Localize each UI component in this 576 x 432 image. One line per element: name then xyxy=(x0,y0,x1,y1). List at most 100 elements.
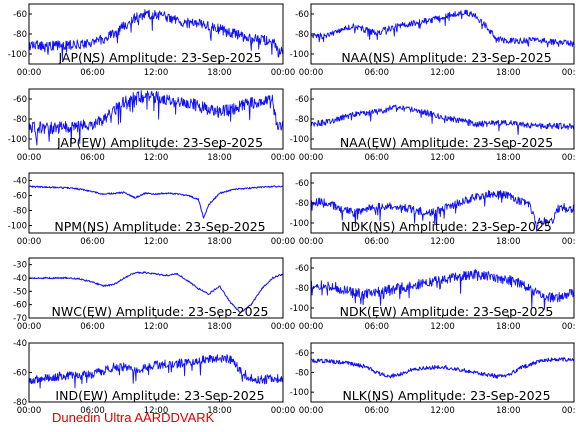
series-trace xyxy=(28,354,284,389)
panel-title: NWC(EW) Amplitude: 23-Sep-2025 xyxy=(52,304,269,319)
x-tick-label: 00:00 xyxy=(17,68,42,78)
series-trace xyxy=(310,269,575,310)
chart-panel-1: -60 -80 -100 00:00 06:00 12:00 18:00 00:00 JAP(N… xyxy=(8,3,296,78)
panel-title: IND(EW) Amplitude: 23-Sep-2025 xyxy=(55,388,264,403)
x-tick-label: 12:00 xyxy=(430,237,455,247)
x-tick-label: 18:00 xyxy=(496,153,521,163)
x-tick-label: 00:00 xyxy=(17,153,42,163)
panel-title: NDK(NS) Amplitude: 23-Sep-2025 xyxy=(341,219,552,234)
y-tick-label: -100 xyxy=(290,388,309,398)
chart-panel-5: -40 -60 -80 -100 00:00 06:00 12:00 18:00 00:00 NP… xyxy=(8,172,296,247)
x-tick-label: 06:00 xyxy=(80,237,105,247)
y-tick-label: -50 xyxy=(13,287,27,297)
y-tick-label: -80 xyxy=(295,284,309,294)
y-tick-label: -80 xyxy=(295,115,309,125)
y-tick-label: -80 xyxy=(13,30,27,40)
x-tick-label: 06:00 xyxy=(365,153,390,163)
x-tick-label: 00:00 xyxy=(299,322,324,332)
x-tick-label: 00:00 xyxy=(271,406,296,416)
panel-title: NAA(EW) Amplitude: 23-Sep-2025 xyxy=(340,135,553,150)
chart-panel-3: -60 -80 -100 00:00 06:00 12:00 18:00 00:00 JAP(E… xyxy=(8,88,296,163)
y-tick-label: -60 xyxy=(13,10,27,20)
y-tick-label: -60 xyxy=(13,192,27,202)
x-tick-label: 18:00 xyxy=(207,68,232,78)
y-tick-label: -100 xyxy=(290,135,309,145)
y-tick-label: -30 xyxy=(13,261,27,271)
x-tick-label: 00:00 xyxy=(299,237,324,247)
y-tick-label: -40 xyxy=(13,339,27,349)
y-tick-label: -80 xyxy=(13,398,27,408)
x-tick-label: 00:00 xyxy=(562,237,576,247)
y-tick-label: -100 xyxy=(8,135,27,145)
panel-title: NAA(NS) Amplitude: 23-Sep-2025 xyxy=(341,50,551,65)
x-tick-label: 18:00 xyxy=(496,322,521,332)
x-tick-label: 18:00 xyxy=(207,237,232,247)
x-tick-label: 00:00 xyxy=(17,322,42,332)
chart-panel-6: -60 -80 -100 00:00 06:00 12:00 18:00 00:00 NDK(N… xyxy=(290,172,576,247)
y-tick-label: -60 xyxy=(13,95,27,105)
x-tick-label: 18:00 xyxy=(207,406,232,416)
y-tick-label: -80 xyxy=(13,115,27,125)
y-tick-label: -60 xyxy=(295,10,309,20)
x-tick-label: 00:00 xyxy=(271,68,296,78)
series-trace xyxy=(310,357,575,379)
series-trace xyxy=(28,90,284,146)
x-tick-label: 06:00 xyxy=(80,153,105,163)
x-tick-label: 00:00 xyxy=(562,153,576,163)
x-tick-label: 06:00 xyxy=(365,68,390,78)
x-tick-label: 18:00 xyxy=(496,237,521,247)
x-tick-label: 18:00 xyxy=(207,153,232,163)
chart-panel-10: -60 -80 -100 00:00 06:00 12:00 18:00 00:00 NLK(N… xyxy=(290,342,576,416)
x-tick-label: 06:00 xyxy=(80,68,105,78)
x-tick-label: 00:00 xyxy=(271,153,296,163)
y-tick-label: -60 xyxy=(295,179,309,189)
panel-title: NLK(NS) Amplitude: 23-Sep-2025 xyxy=(342,388,550,403)
x-tick-label: 12:00 xyxy=(430,406,455,416)
chart-panel-2: -60 -80 -100 00:00 06:00 12:00 18:00 00:00 NAA(N… xyxy=(290,3,576,78)
x-tick-label: 00:00 xyxy=(271,322,296,332)
y-tick-label: -80 xyxy=(295,30,309,40)
chart-panel-8: -60 -80 -100 00:00 06:00 12:00 18:00 00:00 NDK(E… xyxy=(290,257,576,332)
x-tick-label: 00:00 xyxy=(562,406,576,416)
series-trace xyxy=(28,271,284,314)
panel-title: JAP(NS) Amplitude: 23-Sep-2025 xyxy=(57,50,261,65)
x-tick-label: 00:00 xyxy=(299,153,324,163)
y-tick-label: -80 xyxy=(13,207,27,217)
y-tick-label: -100 xyxy=(290,50,309,60)
y-tick-label: -100 xyxy=(290,304,309,314)
series-trace xyxy=(310,9,575,48)
x-tick-label: 06:00 xyxy=(365,322,390,332)
x-tick-label: 18:00 xyxy=(496,68,521,78)
x-tick-label: 00:00 xyxy=(299,406,324,416)
panel-title: NPM(NS) Amplitude: 23-Sep-2025 xyxy=(54,219,265,234)
x-tick-label: 06:00 xyxy=(365,406,390,416)
x-tick-label: 12:00 xyxy=(144,237,169,247)
y-tick-label: -60 xyxy=(295,349,309,359)
x-tick-label: 12:00 xyxy=(430,153,455,163)
series-trace xyxy=(310,104,575,136)
y-tick-label: -60 xyxy=(295,264,309,274)
x-tick-label: 12:00 xyxy=(430,68,455,78)
y-tick-label: -100 xyxy=(290,219,309,229)
y-tick-label: -40 xyxy=(13,177,27,187)
x-tick-label: 00:00 xyxy=(271,237,296,247)
y-tick-label: -100 xyxy=(8,222,27,232)
series-trace xyxy=(28,185,283,219)
x-tick-label: 00:00 xyxy=(562,322,576,332)
x-tick-label: 06:00 xyxy=(365,237,390,247)
x-tick-label: 12:00 xyxy=(430,322,455,332)
x-tick-label: 00:00 xyxy=(299,68,324,78)
x-tick-label: 12:00 xyxy=(144,153,169,163)
x-tick-label: 06:00 xyxy=(80,322,105,332)
y-tick-label: -100 xyxy=(8,50,27,60)
y-tick-label: -80 xyxy=(295,369,309,379)
x-tick-label: 12:00 xyxy=(144,406,169,416)
x-tick-label: 12:00 xyxy=(144,322,169,332)
y-tick-label: -60 xyxy=(295,95,309,105)
y-tick-label: -60 xyxy=(13,369,27,379)
series-trace xyxy=(310,189,575,232)
footer-credit: Dunedin Ultra AARDDVARK xyxy=(52,410,215,425)
